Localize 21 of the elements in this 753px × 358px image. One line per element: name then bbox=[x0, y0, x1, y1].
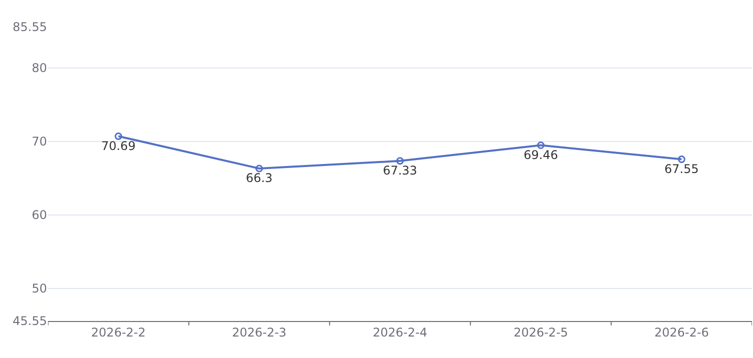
y-tick-label: 85.55 bbox=[12, 20, 47, 34]
y-tick-label: 45.55 bbox=[12, 314, 47, 328]
y-tick-label: 80 bbox=[32, 60, 47, 75]
point bbox=[537, 142, 545, 150]
data-label: 67.55 bbox=[664, 162, 699, 176]
data-label: 67.33 bbox=[382, 164, 418, 178]
point bbox=[255, 164, 263, 172]
x-tick-label: 2026-2-5 bbox=[514, 325, 568, 340]
data-label: 70.69 bbox=[101, 138, 136, 153]
x-tick-label: 2026-2-2 bbox=[91, 325, 146, 340]
data-label: 66.3 bbox=[246, 171, 273, 186]
point bbox=[114, 132, 122, 140]
x-tick-label: 2026-2-4 bbox=[372, 325, 428, 340]
y-tick-label: 50 bbox=[32, 281, 47, 296]
data-label: 69.46 bbox=[524, 148, 558, 162]
x-tick-label: 2026-2-3 bbox=[232, 325, 286, 340]
point bbox=[396, 157, 404, 165]
y-tick-label: 60 bbox=[32, 208, 47, 222]
point bbox=[678, 156, 686, 164]
x-tick-label: 2026-2-6 bbox=[654, 325, 709, 340]
y-tick-label: 70 bbox=[32, 134, 47, 148]
